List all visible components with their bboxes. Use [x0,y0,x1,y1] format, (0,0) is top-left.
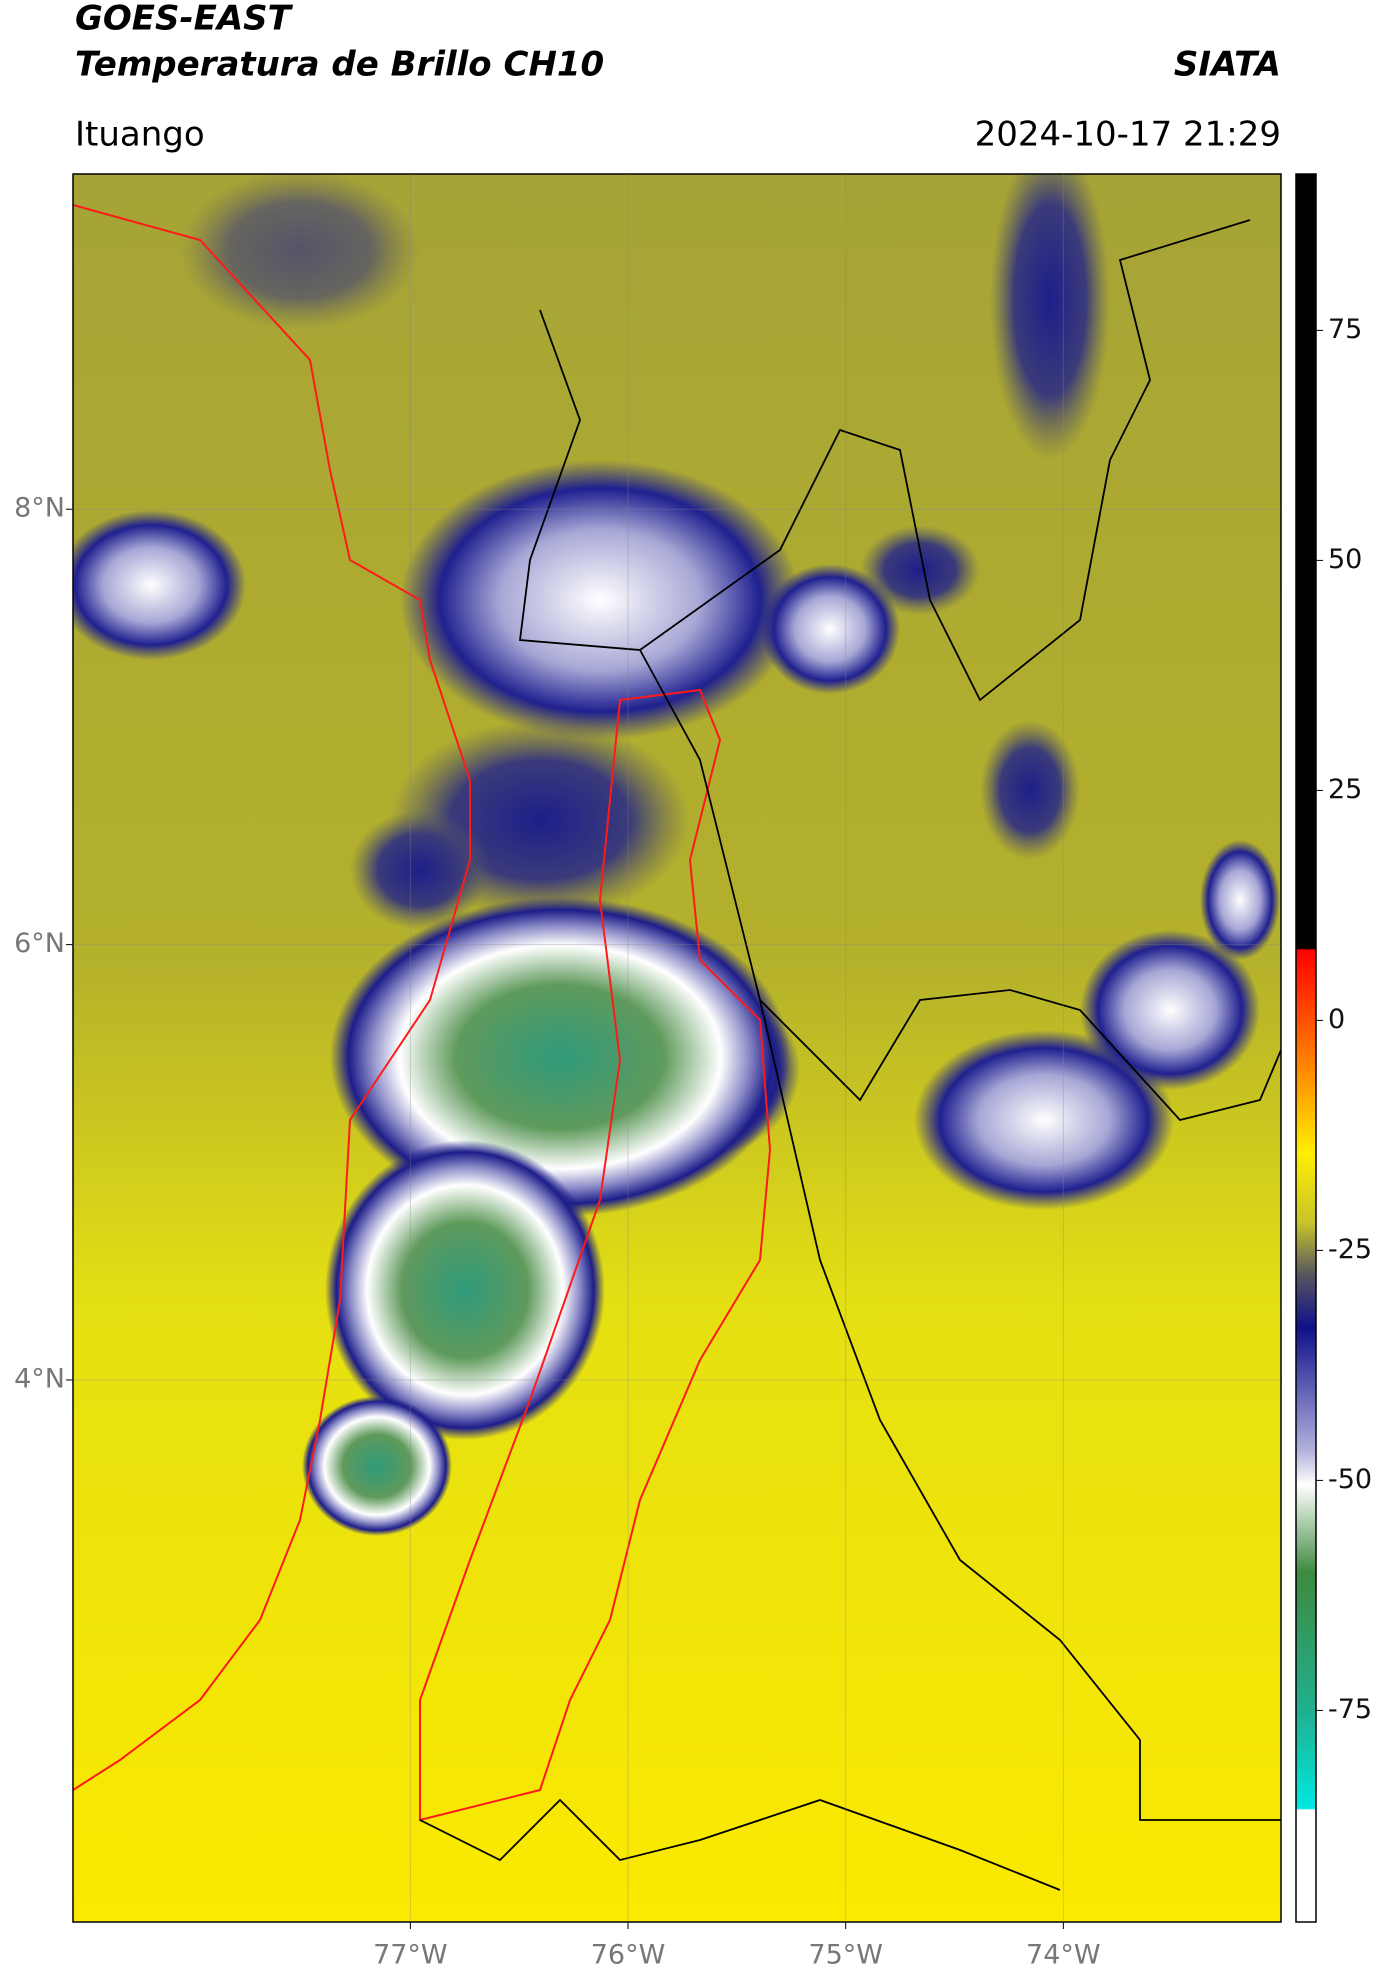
title: GOES-EAST [75,0,294,39]
colorbar [1295,173,1317,1923]
source: SIATA [1174,45,1281,85]
colorbar-tick-label: 50 [1328,544,1362,575]
y-tick-label: 8°N [14,493,65,524]
y-tick-label: 4°N [14,1363,65,1394]
x-tick-label: 75°W [808,1940,883,1971]
colorbar-tick-label: -50 [1328,1464,1372,1495]
colorbar-tick-label: 0 [1328,1004,1345,1035]
x-tick-label: 77°W [373,1940,448,1971]
x-tick-label: 76°W [591,1940,666,1971]
colorbar-tick-label: -75 [1328,1694,1372,1725]
datetime: 2024-10-17 21:29 [975,115,1281,155]
x-tick-label: 74°W [1026,1940,1101,1971]
colorbar-tick-label: 75 [1328,314,1362,345]
map-frame [72,173,1282,1923]
colorbar-tick-label: -25 [1328,1234,1372,1265]
y-tick-label: 6°N [14,928,65,959]
satellite-image [73,174,1281,1922]
subtitle: Temperatura de Brillo CH10 [75,45,604,85]
colorbar-tick-label: 25 [1328,774,1362,805]
location: Ituango [75,115,205,155]
